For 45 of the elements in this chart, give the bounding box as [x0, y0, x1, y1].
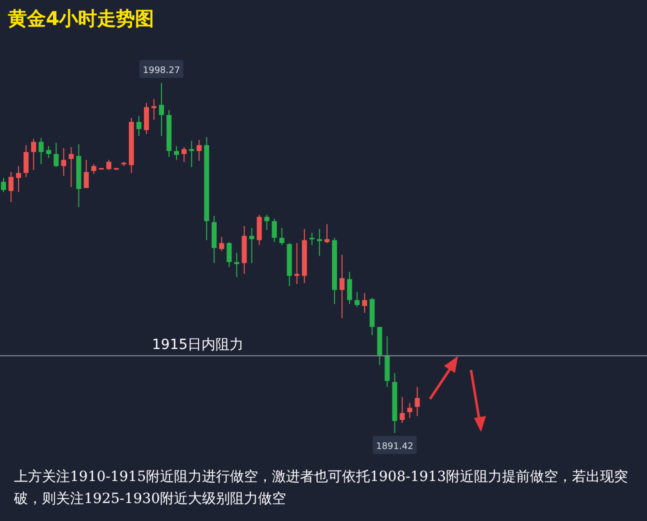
candlestick [1, 177, 6, 192]
candlestick [400, 396, 405, 424]
candlestick [414, 386, 420, 417]
candlestick [316, 228, 322, 256]
ref-line-label: 1915日内阻力 [152, 336, 244, 353]
candlestick [196, 139, 202, 162]
candlestick [347, 271, 352, 305]
candlestick [144, 102, 149, 134]
candlestick [407, 402, 412, 418]
candlestick [249, 228, 254, 264]
text: 上方关注1910-1915附近阻力进行做空，激进者也可依托1908-1913附近阻力提前做空，若出现突破，则关注1925-1930附近大级别阻力做空 [14, 468, 629, 509]
candlestick [256, 214, 262, 246]
chart-title: 黄金4小时走势图 [8, 7, 154, 32]
candlestick [106, 159, 112, 171]
candlestick [174, 146, 180, 160]
candlestick [158, 82, 164, 136]
candlestick [234, 252, 240, 278]
candlestick [31, 138, 36, 171]
candlestick [84, 159, 89, 189]
candlestick [226, 242, 232, 268]
candlestick [38, 137, 44, 165]
candlestick [189, 140, 194, 168]
candlestick [61, 148, 66, 176]
annotation: 1998.27 [142, 66, 180, 76]
candlestick [279, 228, 284, 246]
candlestick [54, 142, 59, 168]
candlestick [309, 232, 314, 246]
candlestick [24, 144, 29, 178]
candlestick [324, 224, 330, 244]
candlestick [219, 236, 224, 252]
candlestick [294, 242, 300, 285]
candlestick [272, 218, 277, 243]
candlestick [91, 164, 96, 174]
candlestick [340, 254, 345, 319]
annotation: 1891.42 [376, 442, 414, 452]
candlestick [8, 172, 14, 203]
candlestick [151, 98, 156, 120]
candlestick [182, 146, 187, 162]
candlestick [68, 146, 74, 188]
candlestick [264, 214, 270, 230]
candlestick [16, 166, 22, 192]
candlestick [362, 292, 368, 314]
candlestick [46, 146, 52, 158]
candlestick [354, 291, 360, 308]
candlestick [136, 115, 142, 136]
